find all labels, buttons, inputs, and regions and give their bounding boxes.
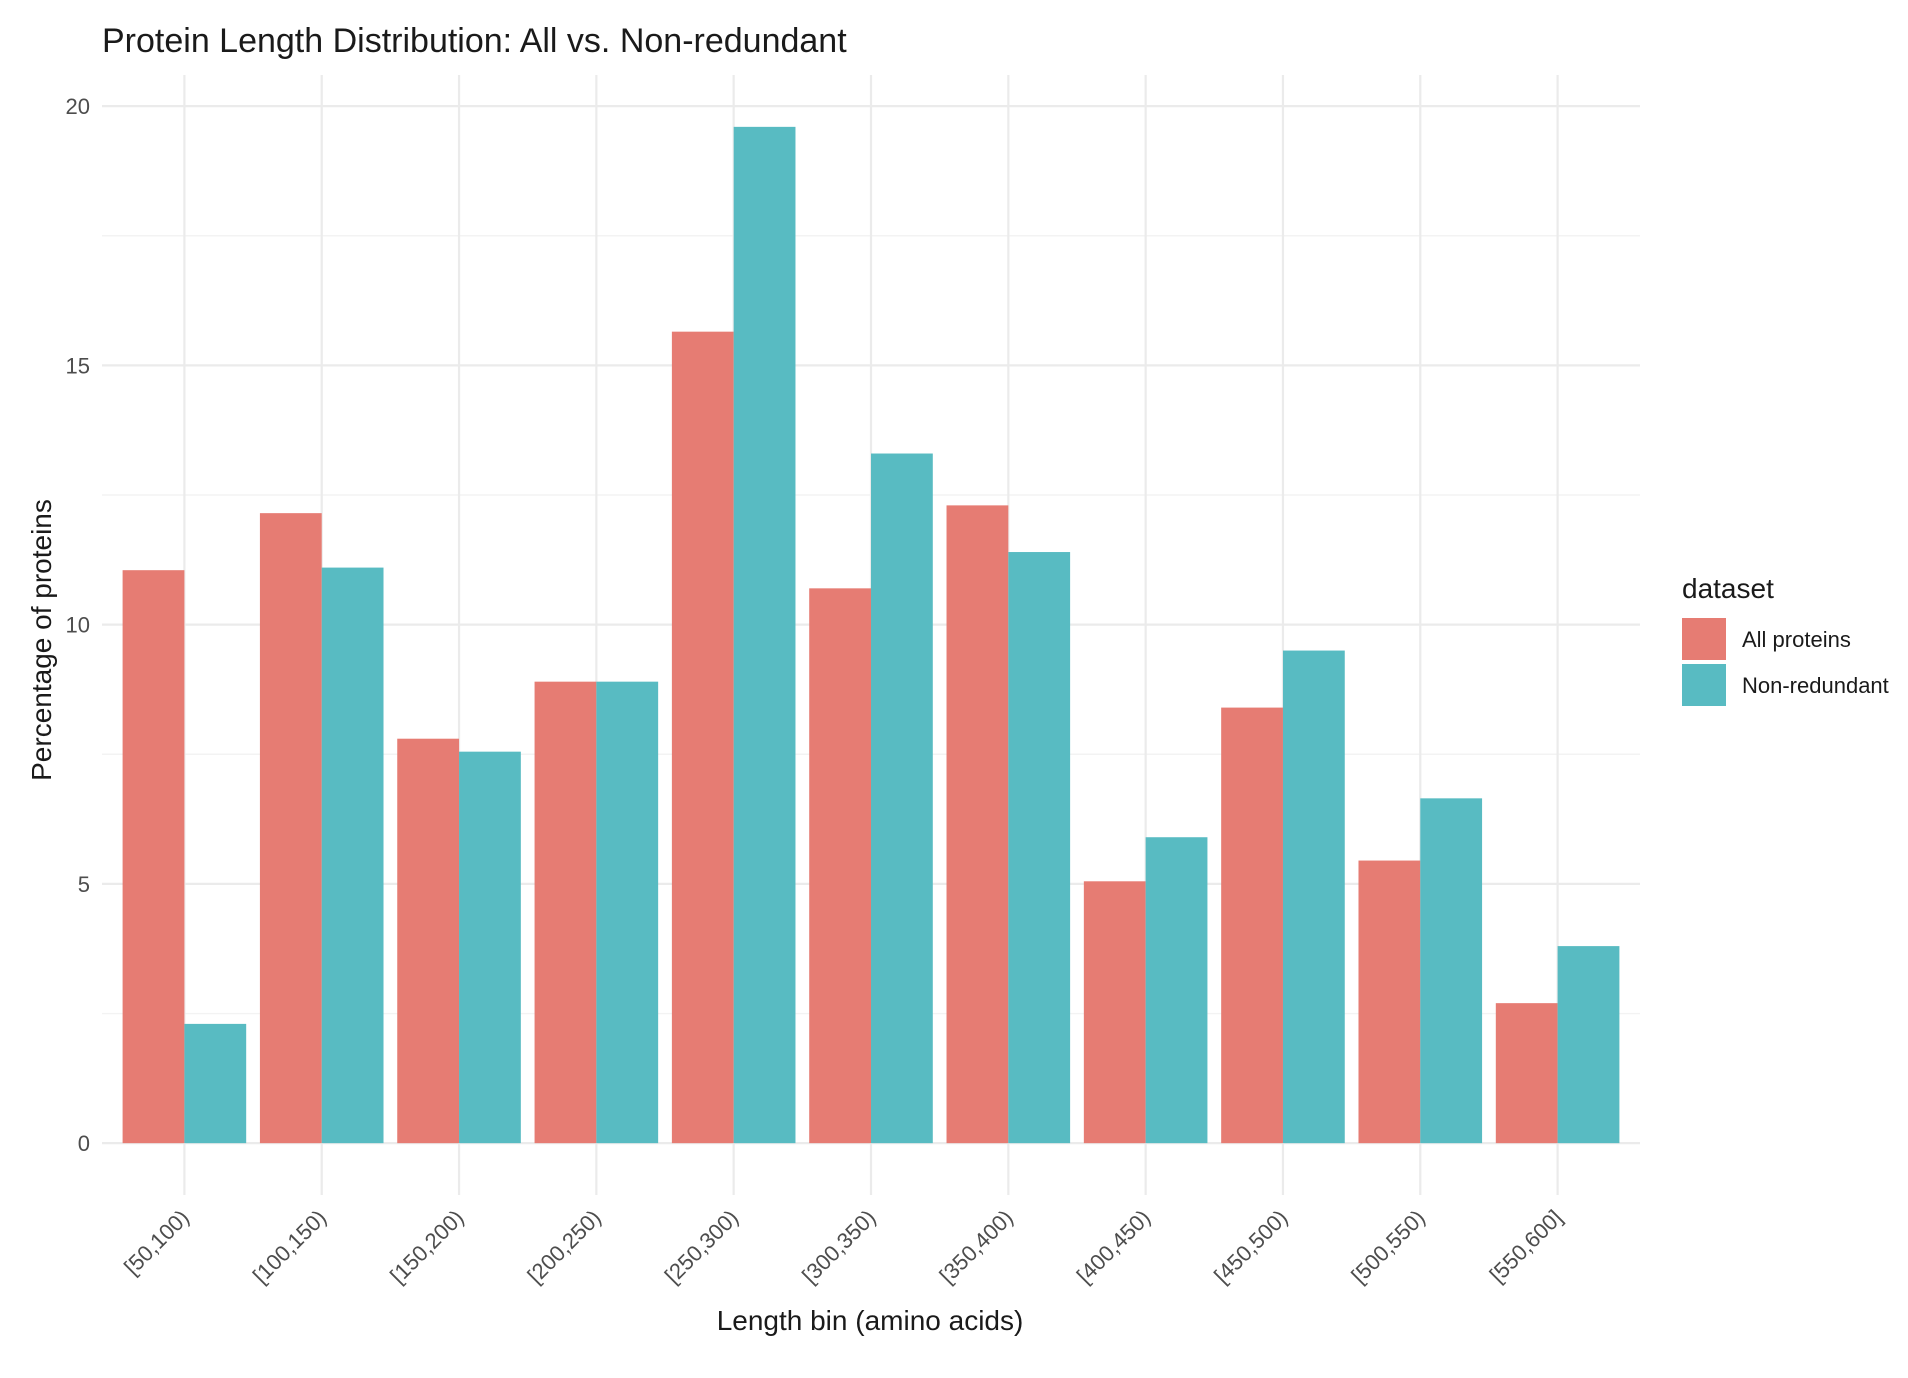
bar-all-proteins-3 — [534, 681, 597, 1144]
bar-all-proteins-8 — [1221, 707, 1283, 1144]
bar-all-proteins-1 — [259, 513, 322, 1144]
bar-non-redundant-8 — [1282, 650, 1345, 1144]
bar-non-redundant-0 — [184, 1023, 247, 1144]
bar-non-redundant-1 — [321, 567, 384, 1144]
bar-non-redundant-10 — [1557, 946, 1620, 1144]
x-axis-title: Length bin (amino acids) — [717, 1305, 1024, 1336]
y-axis-title: Percentage of proteins — [26, 499, 57, 781]
bar-non-redundant-3 — [596, 681, 659, 1144]
bar-non-redundant-2 — [459, 751, 521, 1144]
y-tick-label: 0 — [78, 1131, 90, 1156]
bar-all-proteins-9 — [1358, 860, 1421, 1144]
bar-non-redundant-6 — [1008, 552, 1071, 1144]
legend: dataset All proteins Non-redundant — [1682, 573, 1889, 706]
y-tick-label: 10 — [66, 613, 90, 638]
chart-title: Protein Length Distribution: All vs. Non… — [102, 22, 847, 60]
bars — [122, 126, 1620, 1144]
legend-swatch — [1682, 664, 1726, 706]
bar-all-proteins-6 — [946, 505, 1009, 1144]
bar-non-redundant-7 — [1145, 837, 1208, 1144]
bar-all-proteins-2 — [397, 738, 460, 1144]
y-tick-label: 5 — [78, 872, 90, 897]
bar-non-redundant-5 — [871, 453, 933, 1144]
bar-non-redundant-4 — [733, 126, 796, 1144]
bar-all-proteins-4 — [671, 331, 734, 1144]
y-tick-label: 15 — [66, 353, 90, 378]
bar-all-proteins-10 — [1495, 1003, 1558, 1144]
legend-title: dataset — [1682, 573, 1774, 604]
bar-non-redundant-9 — [1420, 798, 1483, 1144]
legend-label: Non-redundant — [1742, 673, 1889, 698]
y-tick-label: 20 — [66, 94, 90, 119]
legend-items: All proteins Non-redundant — [1682, 618, 1889, 706]
bar-all-proteins-0 — [122, 570, 185, 1144]
legend-swatch — [1682, 618, 1726, 660]
bar-all-proteins-7 — [1083, 881, 1146, 1144]
bar-all-proteins-5 — [809, 588, 871, 1144]
y-axis-ticks: 0 5 10 15 20 — [66, 94, 90, 1156]
legend-label: All proteins — [1742, 627, 1851, 652]
